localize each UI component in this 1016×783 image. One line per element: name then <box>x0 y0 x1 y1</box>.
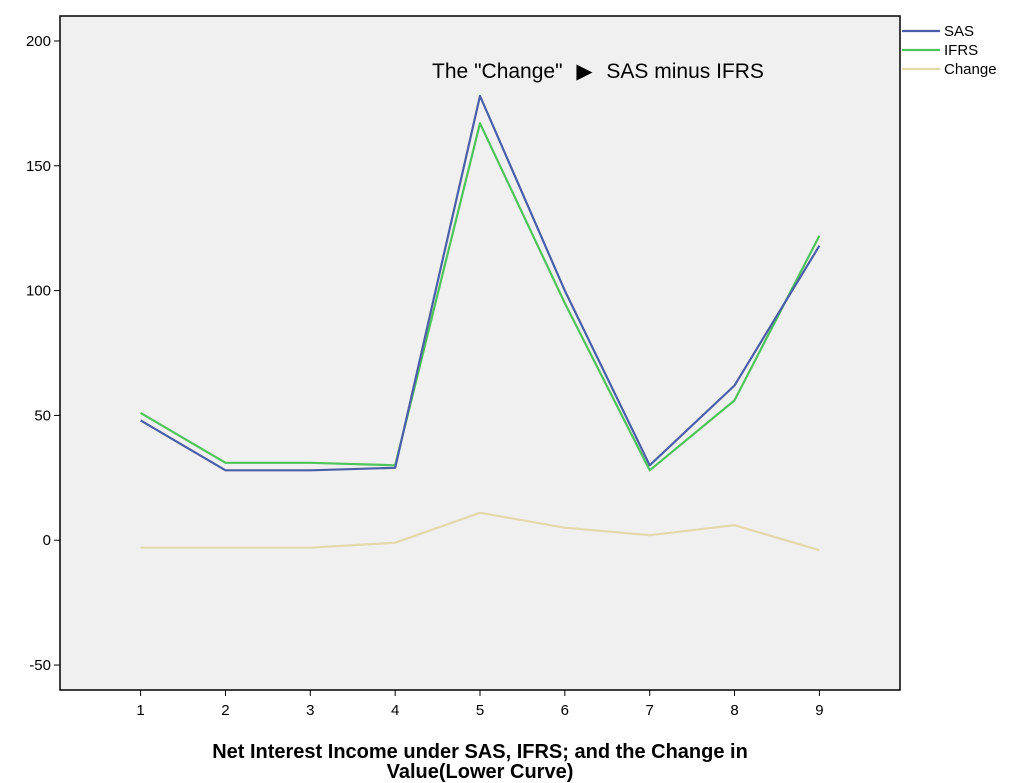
x-tick-label: 2 <box>221 702 229 719</box>
legend-label-ifrs: IFRS <box>944 42 978 59</box>
x-tick-label: 9 <box>815 702 823 719</box>
y-tick-label: 150 <box>26 158 51 175</box>
y-axis-ticks: -50 0 50 100 150 200 <box>26 33 60 674</box>
series-lines <box>140 94 821 552</box>
legend-label-sas: SAS <box>944 23 974 40</box>
legend-label-change: Change <box>944 61 997 78</box>
x-tick-label: 1 <box>136 702 144 719</box>
x-axis-ticks: 1 2 3 4 5 6 7 8 9 <box>136 690 824 719</box>
x-axis-label-line-1: Net Interest Income under SAS, IFRS; and… <box>212 741 748 763</box>
annotation-after: SAS minus IFRS <box>606 60 764 83</box>
y-tick-label: 100 <box>26 283 51 300</box>
chart-annotation: The "Change" ▶ SAS minus IFRS <box>432 60 764 83</box>
annotation-arrow: ▶ <box>576 60 593 83</box>
x-tick-label: 5 <box>476 702 484 719</box>
x-tick-label: 3 <box>306 702 314 719</box>
series-line-ifrs <box>140 122 821 472</box>
y-tick-label: 50 <box>34 407 51 424</box>
series-line-sas <box>140 94 821 472</box>
annotation-before: The "Change" <box>432 60 563 83</box>
plot-area <box>59 15 901 691</box>
x-axis-label-line-2: Value(Lower Curve) <box>387 761 574 783</box>
y-tick-label: 0 <box>43 532 51 549</box>
legend: SAS IFRS Change <box>902 23 997 78</box>
x-tick-label: 6 <box>561 702 569 719</box>
x-tick-label: 4 <box>391 702 399 719</box>
y-tick-label: 200 <box>26 33 51 50</box>
y-tick-label: -50 <box>29 657 51 674</box>
x-tick-label: 7 <box>646 702 654 719</box>
x-tick-label: 8 <box>730 702 738 719</box>
series-line-change <box>140 511 820 552</box>
